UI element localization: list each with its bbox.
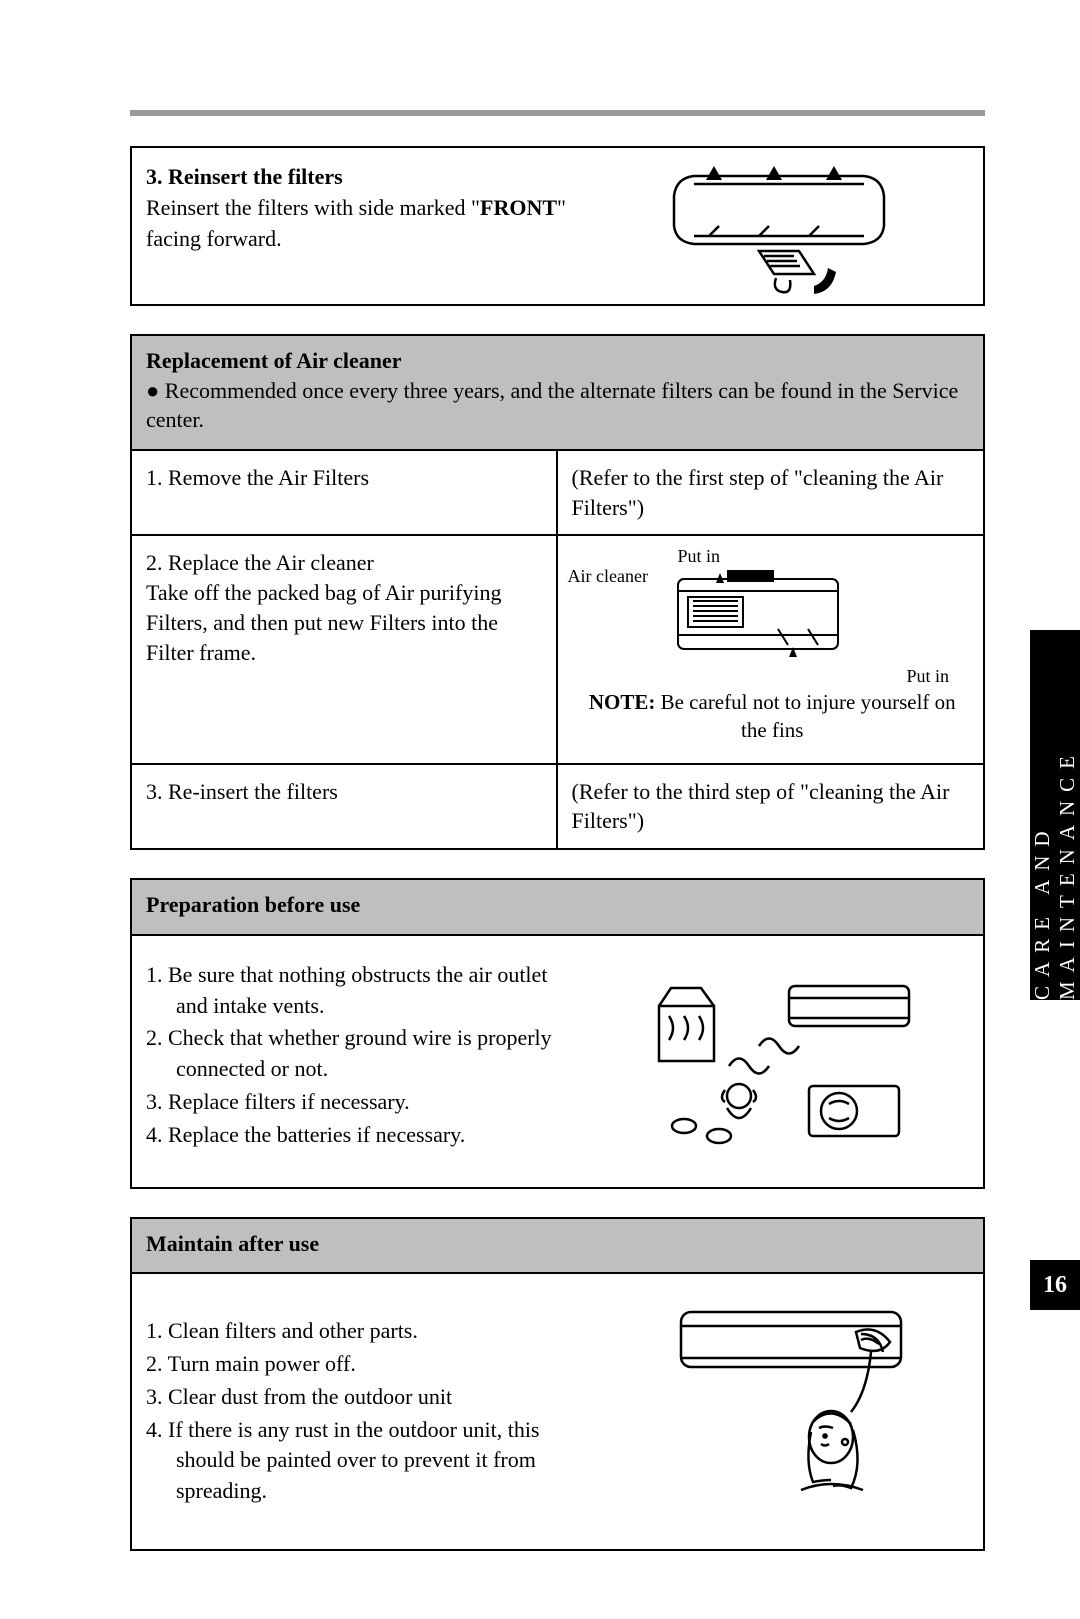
aircleaner-label-b: Put in	[658, 544, 978, 568]
aircleaner-label-a: Air cleaner	[568, 544, 658, 588]
maintain-item-2: 2. Turn main power off.	[146, 1349, 601, 1380]
maintain-illustration-icon	[661, 1302, 931, 1522]
side-tab: CARE AND MAINTENANCE	[1030, 630, 1080, 1000]
maintain-title: Maintain after use	[146, 1231, 319, 1256]
reinsert-title: 3. Reinsert the filters	[146, 164, 343, 189]
preparation-header: Preparation before use	[132, 880, 983, 936]
maintain-item-4: 4. If there is any rust in the outdoor u…	[146, 1415, 601, 1507]
ac-unit-filter-insert-icon	[664, 156, 894, 296]
side-tab-label: CARE AND MAINTENANCE	[1030, 630, 1080, 1000]
note-label: NOTE:	[589, 690, 656, 714]
reinsert-body: Reinsert the filters with side marked "F…	[146, 193, 567, 255]
aircleaner-row3-left: 3. Re-insert the filters	[132, 765, 558, 848]
prep-item-4: 4. Replace the batteries if necessary.	[146, 1120, 567, 1151]
aircleaner-label-c: Put in	[658, 664, 978, 688]
aircleaner-row2-left-b: Take off the packed bag of Air purifying…	[146, 578, 544, 667]
aircleaner-row3-right: (Refer to the third step of "cleaning th…	[558, 765, 984, 848]
preparation-illustration-icon	[629, 976, 929, 1146]
note-body: Be careful not to injure yourself on the…	[655, 690, 955, 742]
aircleaner-row2-left-a: 2. Replace the Air cleaner	[146, 548, 544, 578]
prep-item-1: 1. Be sure that nothing obstructs the ai…	[146, 960, 567, 1022]
aircleaner-row1-right: (Refer to the first step of "cleaning th…	[558, 451, 984, 534]
prep-item-3: 3. Replace filters if necessary.	[146, 1087, 567, 1118]
air-cleaner-header-body: Recommended once every three years, and …	[146, 378, 958, 433]
prep-item-2: 2. Check that whether ground wire is pro…	[146, 1023, 567, 1085]
maintain-item-3: 3. Clear dust from the outdoor unit	[146, 1382, 601, 1413]
aircleaner-row-3: 3. Re-insert the filters (Refer to the t…	[132, 765, 983, 848]
top-rule	[130, 110, 985, 116]
air-cleaner-diagram-icon	[658, 569, 858, 664]
maintain-item-1: 1. Clean filters and other parts.	[146, 1316, 601, 1347]
preparation-box: Preparation before use 1. Be sure that n…	[130, 878, 985, 1188]
air-cleaner-title: Replacement of Air cleaner	[146, 346, 969, 376]
maintain-header: Maintain after use	[132, 1219, 983, 1275]
maintain-box: Maintain after use 1. Clean filters and …	[130, 1217, 985, 1551]
air-cleaner-box: Replacement of Air cleaner Recommended o…	[130, 334, 985, 850]
air-cleaner-header: Replacement of Air cleaner Recommended o…	[132, 336, 983, 451]
aircleaner-row1-left: 1. Remove the Air Filters	[132, 451, 558, 534]
aircleaner-row-1: 1. Remove the Air Filters (Refer to the …	[132, 451, 983, 536]
reinsert-filters-box: 3. Reinsert the filters Reinsert the fil…	[130, 146, 985, 306]
preparation-title: Preparation before use	[146, 892, 360, 917]
aircleaner-row-2: 2. Replace the Air cleaner Take off the …	[132, 536, 983, 764]
page-number: 16	[1030, 1260, 1080, 1310]
page-content: 3. Reinsert the filters Reinsert the fil…	[0, 0, 1080, 1619]
